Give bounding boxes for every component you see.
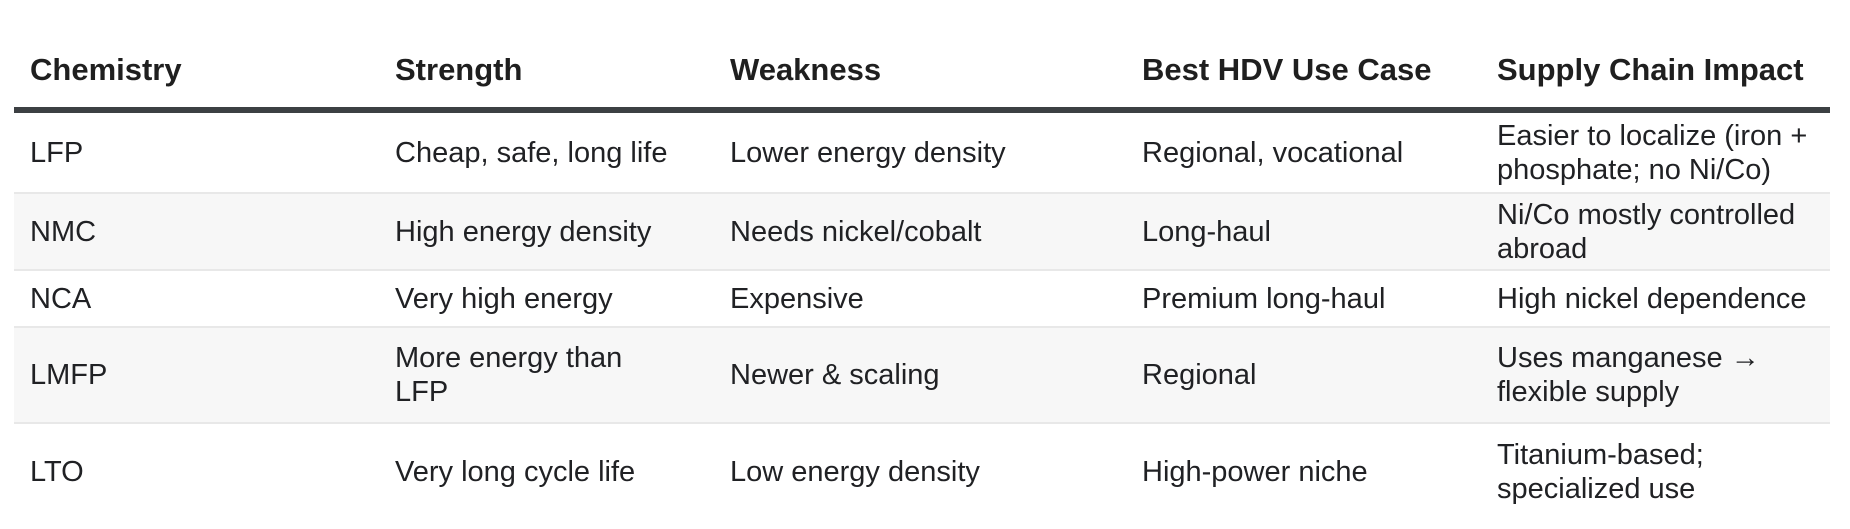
cell-nca-weakness: Expensive <box>714 269 1126 327</box>
cell-nca-chemistry: NCA <box>14 269 379 327</box>
cell-nca-supply-chain-impact: High nickel dependence <box>1481 269 1830 327</box>
table-header: Chemistry Strength Weakness Best HDV Use… <box>14 0 1830 113</box>
header-row: Chemistry Strength Weakness Best HDV Use… <box>14 0 1830 113</box>
cell-lfp-weakness: Lower energy density <box>730 136 1006 169</box>
table-row-lto: LTO Very long cycle life Low energy dens… <box>14 422 1830 520</box>
cell-lmfp-weakness: Newer & scaling <box>714 326 1126 423</box>
cell-nmc-weakness: Needs nickel/cobalt <box>714 192 1126 270</box>
cell-lto-chemistry: LTO <box>14 422 379 520</box>
column-header-weakness: Weakness <box>714 0 1126 113</box>
cell-lto-weakness: Low energy density <box>714 422 1126 520</box>
cell-lmfp-supply-chain-impact: Uses manganese → flexible supply <box>1481 326 1830 423</box>
table-row-lfp: LFP Cheap, safe, long life Lower energy … <box>14 110 1830 193</box>
cell-lto-best-hdv-use-case: High-power niche <box>1126 422 1481 520</box>
cell-nmc-strength: High energy density <box>379 192 714 270</box>
cell-lfp-chemistry: LFP <box>30 136 84 169</box>
table-row-nmc: NMC High energy density Needs nickel/cob… <box>14 192 1830 270</box>
cell-lto-strength: Very long cycle life <box>379 422 714 520</box>
cell-nmc-chemistry: NMC <box>14 192 379 270</box>
column-header-supply-chain-impact: Supply Chain Impact <box>1481 0 1830 113</box>
cell-lfp-supply-chain-impact: Easier to localize (iron + phosphate; no… <box>1497 119 1808 186</box>
column-header-chemistry: Chemistry <box>14 0 379 113</box>
cell-nca-best-hdv-use-case: Premium long-haul <box>1126 269 1481 327</box>
table-row-lmfp: LMFP More energy than LFP Newer & scalin… <box>14 326 1830 423</box>
cell-lmfp-strength: More energy than LFP <box>379 326 714 423</box>
table-body: LFP Cheap, safe, long life Lower energy … <box>14 110 1830 520</box>
cell-lfp-strength: Cheap, safe, long life <box>395 136 668 169</box>
cell-nca-strength: Very high energy <box>379 269 714 327</box>
column-header-best-hdv-use-case: Best HDV Use Case <box>1126 0 1481 113</box>
cell-lfp-best-hdv-use-case: Regional, vocational <box>1142 136 1404 169</box>
battery-chemistry-table: Chemistry Strength Weakness Best HDV Use… <box>14 0 1830 520</box>
cell-lto-supply-chain-impact: Titanium-based; specialized use <box>1481 422 1830 520</box>
cell-lmfp-best-hdv-use-case: Regional <box>1126 326 1481 423</box>
column-header-strength: Strength <box>379 0 714 113</box>
table-row-nca: NCA Very high energy Expensive Premium l… <box>14 269 1830 327</box>
cell-nmc-best-hdv-use-case: Long-haul <box>1126 192 1481 270</box>
cell-lmfp-chemistry: LMFP <box>14 326 379 423</box>
cell-nmc-supply-chain-impact: Ni/Co mostly controlled abroad <box>1481 192 1830 270</box>
